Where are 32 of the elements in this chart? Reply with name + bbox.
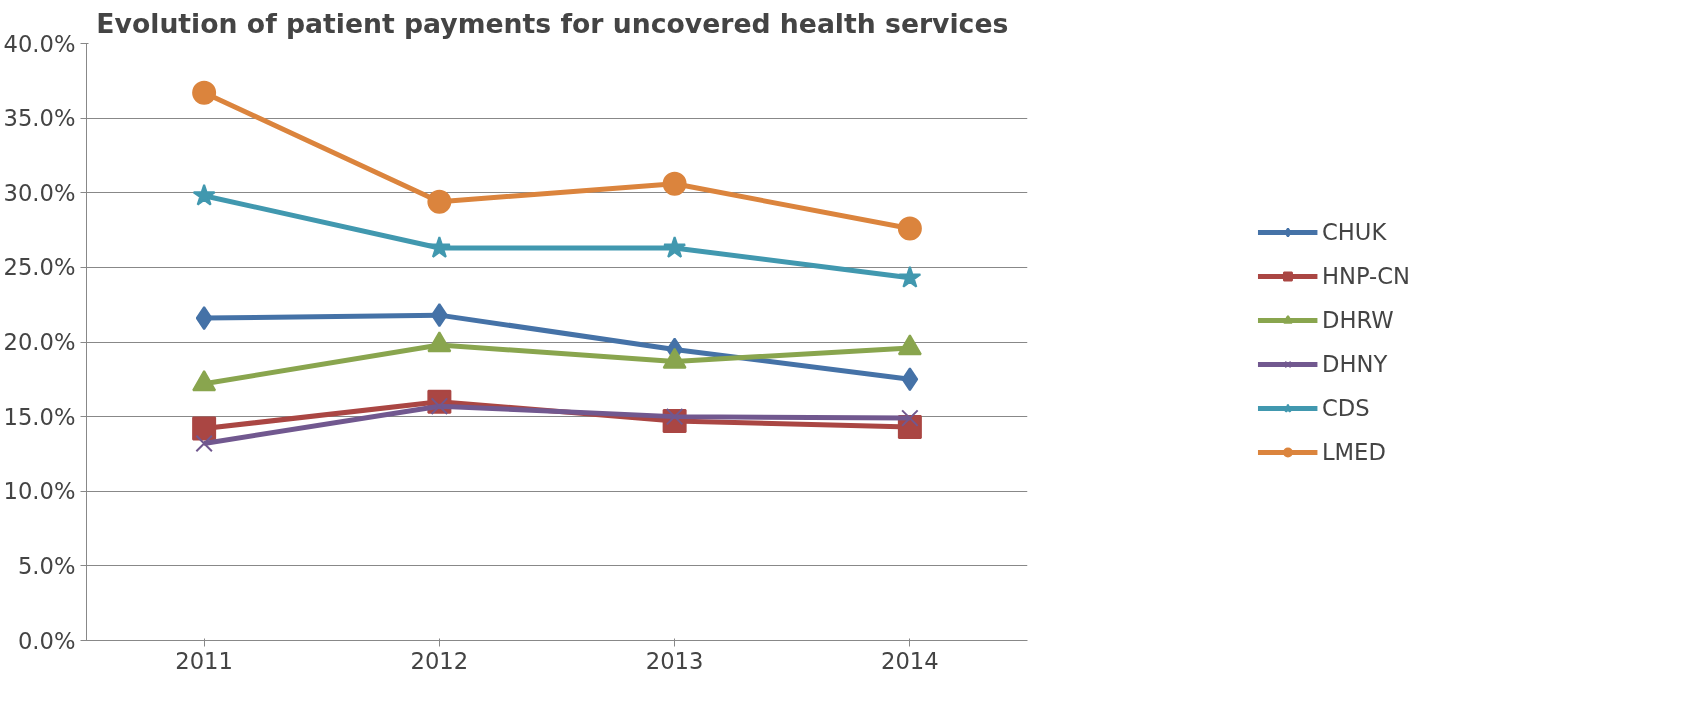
legend-label: CDS xyxy=(1321,394,1370,421)
point xyxy=(195,434,213,453)
x-tick-label: 2013 xyxy=(645,647,704,674)
point xyxy=(192,183,216,206)
point xyxy=(195,306,213,331)
legend-label: DHRW xyxy=(1321,306,1394,333)
y-tick-label: 20.0% xyxy=(3,329,76,355)
point xyxy=(898,265,922,288)
point xyxy=(427,235,451,258)
y-tick-label: 30.0% xyxy=(3,179,76,206)
chart-title: Evolution of patient payments for uncovered health services xyxy=(96,7,1009,39)
point xyxy=(192,416,217,441)
y-tick-label: 40.0% xyxy=(3,30,76,57)
legend-label: HNP-CN xyxy=(1321,262,1411,289)
point xyxy=(901,367,919,392)
point xyxy=(662,171,687,196)
point xyxy=(427,189,452,214)
y-tick-label: 5.0% xyxy=(17,552,76,579)
y-tick-label: 35.0% xyxy=(3,105,76,132)
legend-label: DHNY xyxy=(1321,350,1388,377)
point xyxy=(897,216,922,241)
point xyxy=(192,80,217,105)
legend-label: LMED xyxy=(1321,438,1386,465)
y-tick-label: 15.0% xyxy=(3,403,76,430)
legend-label: CHUK xyxy=(1321,218,1387,245)
point xyxy=(663,235,687,258)
y-tick-label: 0.0% xyxy=(17,627,76,654)
x-tick-label: 2014 xyxy=(881,647,939,674)
y-tick-label: 10.0% xyxy=(3,478,76,505)
y-tick-label: 25.0% xyxy=(3,254,76,281)
x-tick-label: 2011 xyxy=(175,647,233,674)
x-tick-label: 2012 xyxy=(410,647,469,674)
